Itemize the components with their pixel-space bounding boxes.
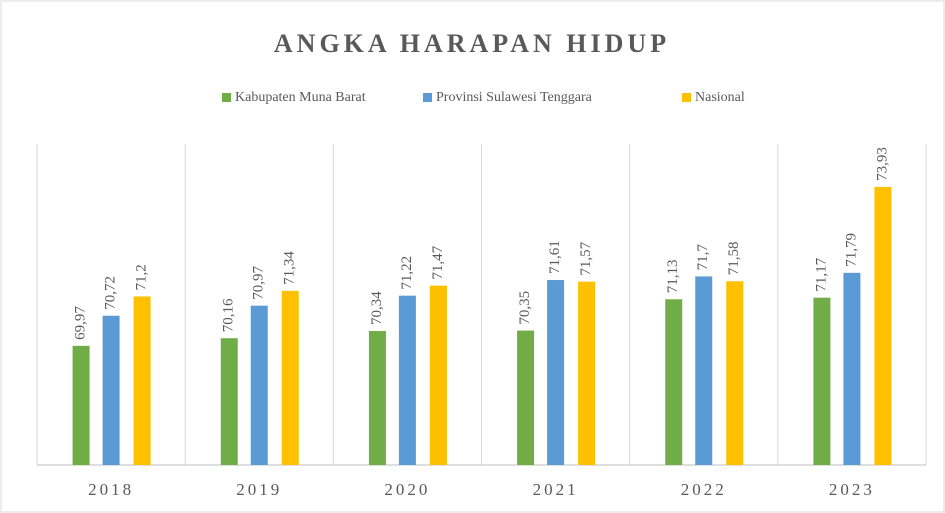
bar (578, 281, 596, 465)
data-label: 71,22 (399, 256, 415, 290)
data-label: 73,93 (874, 147, 890, 181)
legend-swatch (682, 93, 691, 102)
bar (281, 290, 299, 465)
bar (102, 315, 120, 465)
bar (874, 186, 892, 465)
bar (368, 330, 386, 465)
legend-label: Nasional (695, 90, 745, 105)
data-label: 71,61 (547, 240, 563, 274)
data-label: 71,2 (134, 264, 150, 290)
data-label: 70,35 (517, 291, 533, 325)
bar (726, 281, 744, 465)
data-label: 71,79 (843, 233, 859, 267)
bar (547, 280, 565, 465)
legend-label: Provinsi Sulawesi Tenggara (436, 90, 593, 105)
bar (695, 276, 713, 465)
x-tick-label: 2020 (384, 480, 430, 499)
data-label: 71,58 (726, 241, 742, 275)
bar (843, 272, 861, 465)
bar (665, 299, 683, 465)
data-label: 70,34 (369, 291, 385, 325)
data-label: 71,7 (695, 244, 711, 271)
legend-label: Kabupaten Muna Barat (235, 90, 366, 105)
data-label: 70,97 (251, 265, 267, 299)
legend-swatch (423, 93, 432, 102)
legend-swatch (222, 93, 231, 102)
data-label: 71,47 (430, 245, 446, 279)
bar (429, 285, 447, 465)
bar (813, 297, 831, 465)
data-label: 69,97 (73, 306, 89, 340)
bar (72, 345, 90, 465)
data-label: 70,72 (103, 276, 119, 310)
data-label: 71,13 (665, 260, 681, 294)
x-tick-label: 2021 (533, 480, 579, 499)
x-tick-label: 2022 (681, 480, 727, 499)
x-tick-label: 2023 (829, 480, 875, 499)
x-tick-label: 2019 (236, 480, 282, 499)
bar (398, 295, 416, 465)
data-label: 70,16 (221, 298, 237, 332)
data-label: 71,34 (282, 251, 298, 285)
data-label: 71,57 (578, 241, 594, 275)
x-tick-label: 2018 (88, 480, 134, 499)
bar (517, 330, 535, 465)
bar (133, 296, 151, 465)
bar (220, 338, 238, 465)
data-label: 71,17 (813, 257, 829, 291)
bar (250, 305, 268, 465)
chart-title: ANGKA HARAPAN HIDUP (274, 29, 670, 58)
